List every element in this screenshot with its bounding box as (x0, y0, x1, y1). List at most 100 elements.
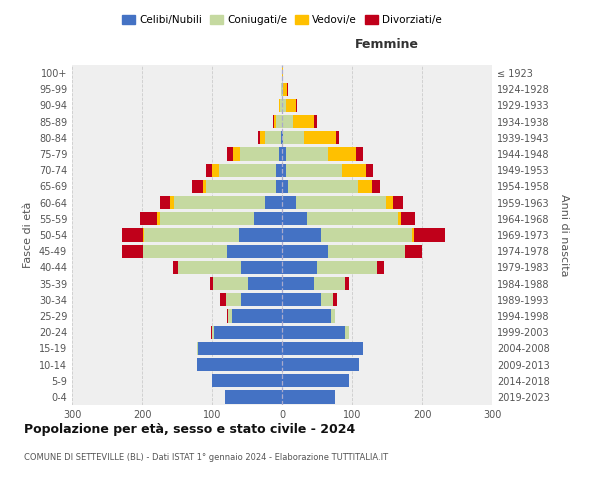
Bar (371, 180, 380, 193)
Bar (248, 277, 282, 290)
Bar (283, 82, 287, 96)
Bar (203, 180, 206, 193)
Bar (227, 244, 282, 258)
Bar (210, 277, 214, 290)
Bar (198, 342, 282, 355)
Bar (366, 164, 373, 177)
Bar (317, 260, 377, 274)
Bar (401, 212, 415, 226)
Bar (413, 228, 445, 241)
Bar (170, 196, 173, 209)
Bar (278, 99, 279, 112)
Bar (224, 390, 282, 404)
Bar (282, 358, 359, 371)
Bar (287, 82, 288, 96)
Bar (398, 212, 401, 226)
Bar (173, 260, 178, 274)
Bar (122, 244, 143, 258)
Bar (282, 82, 283, 96)
Bar (328, 148, 355, 160)
Bar (214, 277, 248, 290)
Text: Popolazione per età, sesso e stato civile - 2024: Popolazione per età, sesso e stato civil… (24, 422, 355, 436)
Bar (219, 164, 277, 177)
Bar (282, 342, 362, 355)
Bar (307, 212, 398, 226)
Bar (314, 277, 345, 290)
Bar (239, 228, 282, 241)
Bar (320, 228, 412, 241)
Bar (333, 293, 337, 306)
Bar (122, 228, 143, 241)
Bar (277, 164, 282, 177)
Y-axis label: Fasce di età: Fasce di età (23, 202, 33, 268)
Bar (358, 180, 371, 193)
Bar (282, 293, 320, 306)
Bar (274, 115, 277, 128)
Bar (386, 196, 392, 209)
Bar (232, 310, 282, 322)
Bar (282, 196, 296, 209)
Bar (281, 82, 282, 96)
Bar (278, 148, 282, 160)
Bar (233, 148, 240, 160)
Bar (226, 293, 241, 306)
Bar (160, 196, 170, 209)
Bar (254, 212, 282, 226)
Bar (241, 260, 282, 274)
Bar (228, 310, 232, 322)
Bar (286, 164, 341, 177)
Bar (282, 66, 283, 80)
Bar (314, 115, 317, 128)
Bar (286, 148, 328, 160)
Bar (212, 374, 282, 388)
Bar (277, 180, 282, 193)
Bar (282, 244, 328, 258)
Bar (355, 148, 362, 160)
Bar (257, 131, 260, 144)
Bar (304, 131, 336, 144)
Bar (336, 131, 340, 144)
Bar (282, 99, 286, 112)
Bar (281, 131, 282, 144)
Bar (143, 244, 227, 258)
Bar (212, 164, 219, 177)
Bar (282, 115, 293, 128)
Bar (282, 310, 331, 322)
Bar (282, 164, 286, 177)
Bar (293, 115, 314, 128)
Bar (240, 148, 278, 160)
Bar (144, 228, 239, 241)
Bar (214, 326, 282, 339)
Bar (197, 358, 282, 371)
Bar (282, 260, 317, 274)
Bar (260, 131, 265, 144)
Bar (282, 326, 345, 339)
Bar (296, 99, 298, 112)
Bar (265, 196, 282, 209)
Bar (160, 212, 254, 226)
Bar (345, 326, 349, 339)
Bar (282, 180, 287, 193)
Bar (157, 212, 160, 226)
Bar (331, 310, 335, 322)
Bar (140, 212, 157, 226)
Bar (212, 326, 214, 339)
Bar (341, 164, 366, 177)
Bar (377, 260, 383, 274)
Bar (227, 310, 228, 322)
Bar (211, 326, 212, 339)
Bar (277, 115, 282, 128)
Bar (282, 148, 286, 160)
Y-axis label: Anni di nascita: Anni di nascita (559, 194, 569, 276)
Bar (392, 196, 403, 209)
Bar (265, 131, 281, 144)
Bar (206, 180, 277, 193)
Text: COMUNE DI SETTEVILLE (BL) - Dati ISTAT 1° gennaio 2024 - Elaborazione TUTTITALIA: COMUNE DI SETTEVILLE (BL) - Dati ISTAT 1… (24, 452, 388, 462)
Bar (286, 99, 296, 112)
Bar (279, 99, 280, 112)
Bar (173, 196, 265, 209)
Bar (241, 293, 282, 306)
Bar (178, 260, 241, 274)
Bar (206, 164, 212, 177)
Bar (283, 131, 304, 144)
